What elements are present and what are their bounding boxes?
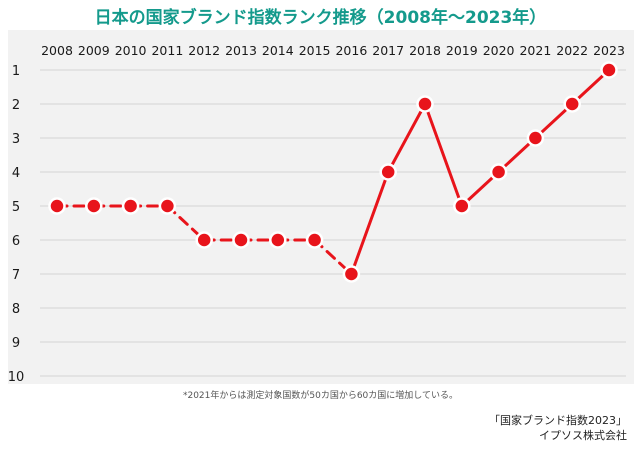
- y-tick-label: 1: [12, 64, 20, 79]
- y-tick-label: 4: [12, 166, 20, 181]
- y-tick-label: 6: [12, 234, 20, 249]
- data-point: [600, 61, 618, 79]
- data-point: [453, 197, 471, 215]
- data-point: [416, 95, 434, 113]
- series-segment: [423, 102, 464, 208]
- footnote: *2021年からは測定対象国数が50カ国から60カ国に増加している。: [182, 391, 459, 401]
- data-point: [305, 231, 324, 249]
- x-tick-label: 2012: [188, 43, 220, 58]
- source-line-1: 「国家ブランド指数2023」: [489, 414, 627, 427]
- x-tick-label: 2022: [556, 43, 588, 58]
- x-tick-label: 2011: [151, 43, 183, 58]
- source-line-2: イプソス株式会社: [539, 429, 627, 442]
- data-point: [121, 197, 140, 215]
- x-tick-label: 2020: [483, 43, 515, 58]
- data-point: [158, 197, 177, 215]
- data-point: [563, 95, 581, 113]
- data-point: [526, 129, 545, 147]
- y-tick-label: 10: [8, 370, 25, 385]
- data-point: [269, 231, 287, 249]
- data-point: [379, 163, 397, 181]
- data-point: [85, 197, 103, 215]
- series-segment: [386, 102, 427, 174]
- data-point: [489, 163, 508, 181]
- x-tick-label: 2010: [115, 43, 147, 58]
- data-point: [232, 231, 250, 249]
- chart-title: 日本の国家ブランド指数ランク推移（2008年〜2023年）: [94, 8, 547, 28]
- source-credit: 「国家ブランド指数2023」 イプソス株式会社: [489, 413, 627, 443]
- y-tick-label: 7: [12, 268, 20, 283]
- x-tick-label: 2021: [519, 43, 551, 58]
- x-tick-label: 2014: [262, 43, 294, 58]
- series-segment: [349, 170, 390, 276]
- x-tick-label: 2013: [225, 43, 257, 58]
- x-tick-label: 2008: [41, 43, 73, 58]
- y-tick-label: 5: [12, 200, 20, 215]
- x-tick-label: 2019: [446, 43, 478, 58]
- y-tick-label: 2: [12, 98, 20, 113]
- data-point: [342, 265, 361, 283]
- y-tick-label: 3: [12, 132, 20, 147]
- data-point: [195, 231, 213, 249]
- y-tick-label: 9: [12, 336, 20, 351]
- x-tick-label: 2017: [372, 43, 404, 58]
- x-tick-label: 2018: [409, 43, 441, 58]
- x-tick-label: 2009: [78, 43, 110, 58]
- y-tick-label: 8: [12, 302, 20, 317]
- x-tick-label: 2023: [593, 43, 625, 58]
- x-tick-label: 2015: [299, 43, 331, 58]
- data-point: [48, 197, 66, 215]
- x-tick-label: 2016: [335, 43, 367, 58]
